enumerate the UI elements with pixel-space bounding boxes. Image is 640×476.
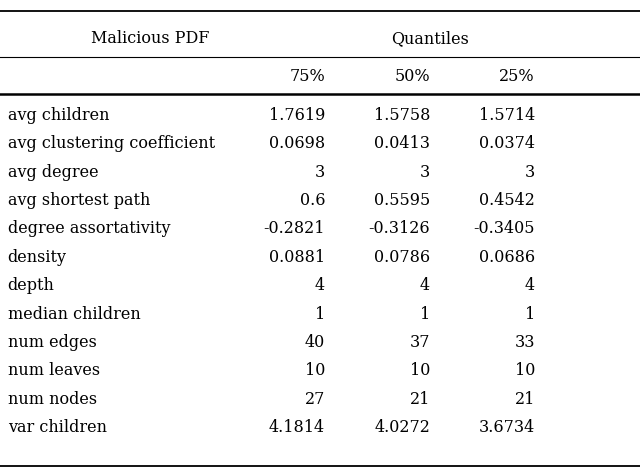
Text: avg shortest path: avg shortest path — [8, 192, 150, 208]
Text: degree assortativity: degree assortativity — [8, 220, 170, 237]
Text: -0.2821: -0.2821 — [264, 220, 325, 237]
Text: 3.6734: 3.6734 — [479, 418, 535, 435]
Text: num edges: num edges — [8, 333, 97, 350]
Text: 10: 10 — [305, 362, 325, 378]
Text: avg degree: avg degree — [8, 163, 99, 180]
Text: 0.0881: 0.0881 — [269, 248, 325, 265]
Text: 10: 10 — [410, 362, 430, 378]
Text: 4.1814: 4.1814 — [269, 418, 325, 435]
Text: 1: 1 — [525, 305, 535, 322]
Text: 40: 40 — [305, 333, 325, 350]
Text: 50%: 50% — [394, 68, 430, 85]
Text: var children: var children — [8, 418, 107, 435]
Text: 0.4542: 0.4542 — [479, 192, 535, 208]
Text: 1: 1 — [315, 305, 325, 322]
Text: 3: 3 — [525, 163, 535, 180]
Text: 3: 3 — [420, 163, 430, 180]
Text: density: density — [8, 248, 67, 265]
Text: 4: 4 — [420, 277, 430, 294]
Text: 0.0686: 0.0686 — [479, 248, 535, 265]
Text: 0.6: 0.6 — [300, 192, 325, 208]
Text: 4.0272: 4.0272 — [374, 418, 430, 435]
Text: avg children: avg children — [8, 107, 109, 124]
Text: -0.3126: -0.3126 — [369, 220, 430, 237]
Text: Malicious PDF: Malicious PDF — [92, 30, 209, 47]
Text: 4: 4 — [525, 277, 535, 294]
Text: num nodes: num nodes — [8, 390, 97, 407]
Text: 0.0374: 0.0374 — [479, 135, 535, 152]
Text: avg clustering coefficient: avg clustering coefficient — [8, 135, 215, 152]
Text: 0.5595: 0.5595 — [374, 192, 430, 208]
Text: 21: 21 — [410, 390, 430, 407]
Text: 21: 21 — [515, 390, 535, 407]
Text: 10: 10 — [515, 362, 535, 378]
Text: 25%: 25% — [499, 68, 535, 85]
Text: 37: 37 — [410, 333, 430, 350]
Text: 75%: 75% — [289, 68, 325, 85]
Text: 4: 4 — [315, 277, 325, 294]
Text: Quantiles: Quantiles — [391, 30, 469, 47]
Text: num leaves: num leaves — [8, 362, 100, 378]
Text: 3: 3 — [315, 163, 325, 180]
Text: median children: median children — [8, 305, 140, 322]
Text: 1: 1 — [420, 305, 430, 322]
Text: depth: depth — [8, 277, 54, 294]
Text: 0.0698: 0.0698 — [269, 135, 325, 152]
Text: 1.7619: 1.7619 — [269, 107, 325, 124]
Text: 33: 33 — [515, 333, 535, 350]
Text: 0.0786: 0.0786 — [374, 248, 430, 265]
Text: 0.0413: 0.0413 — [374, 135, 430, 152]
Text: 27: 27 — [305, 390, 325, 407]
Text: 1.5714: 1.5714 — [479, 107, 535, 124]
Text: -0.3405: -0.3405 — [474, 220, 535, 237]
Text: 1.5758: 1.5758 — [374, 107, 430, 124]
